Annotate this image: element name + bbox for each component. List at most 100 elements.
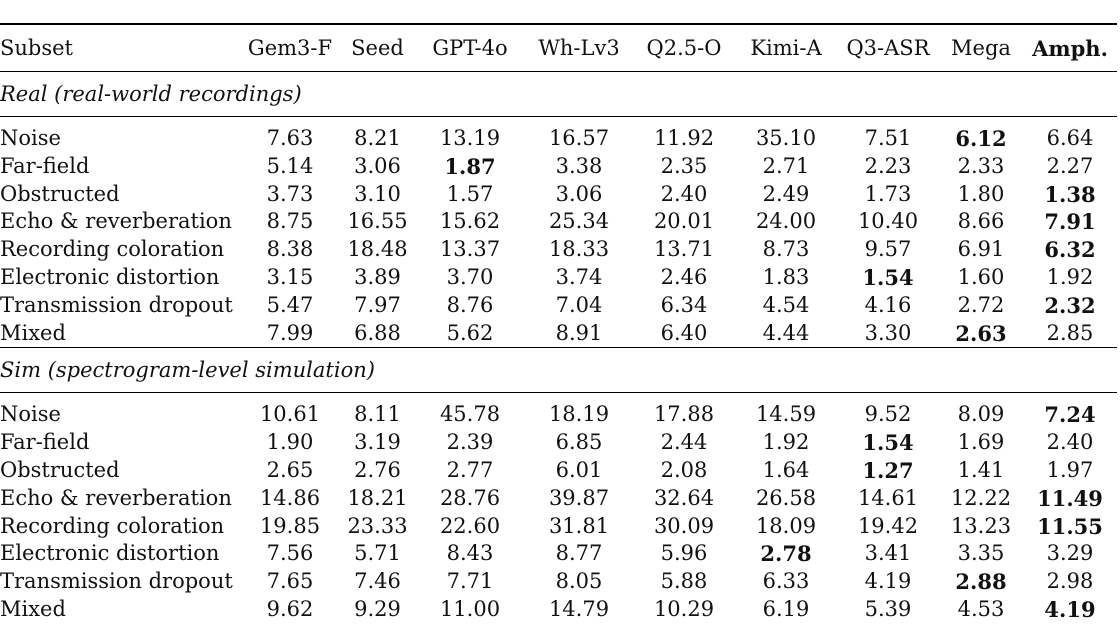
value-cell: 3.70 xyxy=(446,264,494,289)
value-cell: 5.14 xyxy=(266,153,314,178)
best-value-cell: 7.91 xyxy=(1044,209,1096,235)
value-cell: 7.99 xyxy=(266,320,314,345)
value-cell: 1.92 xyxy=(762,430,810,455)
value-cell: 7.65 xyxy=(266,569,314,594)
value-cell: 1.64 xyxy=(762,457,810,482)
value-cell: 2.85 xyxy=(1046,320,1094,345)
value-cell: 13.23 xyxy=(950,513,1012,538)
value-cell: 7.97 xyxy=(354,292,401,317)
value-cell: 7.56 xyxy=(266,541,314,566)
value-cell: 3.10 xyxy=(354,181,401,206)
value-cell: 10.40 xyxy=(857,209,919,234)
value-cell: 14.79 xyxy=(548,596,610,621)
value-cell: 8.43 xyxy=(446,541,494,566)
value-cell: 15.62 xyxy=(439,209,501,234)
value-cell: 2.40 xyxy=(1046,430,1094,455)
value-cell: 3.38 xyxy=(555,153,603,178)
row-label: Echo & reverberation xyxy=(0,485,232,510)
value-cell: 2.33 xyxy=(957,153,1005,178)
table-row: Far-field 5.14 3.06 1.87 3.38 2.35 2.71 2.23 2.3… xyxy=(0,153,1117,181)
value-cell: 4.19 xyxy=(864,569,912,594)
value-cell: 1.41 xyxy=(957,457,1005,482)
col-header-wh-lv3: Wh-Lv3 xyxy=(525,23,633,72)
value-cell: 35.10 xyxy=(755,126,817,150)
value-cell: 3.74 xyxy=(555,264,603,289)
value-cell: 9.62 xyxy=(266,596,314,621)
value-cell: 2.65 xyxy=(266,457,314,482)
col-header-subset: Subset xyxy=(0,23,240,72)
value-cell: 8.21 xyxy=(354,126,401,150)
value-cell: 8.76 xyxy=(446,292,494,317)
best-value-cell: 1.54 xyxy=(862,430,914,456)
value-cell: 2.49 xyxy=(762,181,810,206)
value-cell: 24.00 xyxy=(755,209,817,234)
row-label: Recording coloration xyxy=(0,237,225,262)
value-cell: 8.91 xyxy=(555,320,603,345)
col-header-amph: Amph. xyxy=(1023,23,1117,72)
best-value-cell: 4.19 xyxy=(1044,596,1096,622)
row-label: Echo & reverberation xyxy=(0,209,232,234)
value-cell: 13.37 xyxy=(439,237,501,262)
col-header-gem3-f: Gem3-F xyxy=(240,23,340,72)
best-value-cell: 1.38 xyxy=(1044,181,1096,207)
value-cell: 6.34 xyxy=(660,292,708,317)
value-cell: 2.72 xyxy=(957,292,1005,317)
value-cell: 32.64 xyxy=(653,485,715,510)
best-value-cell: 7.24 xyxy=(1044,402,1096,428)
value-cell: 25.34 xyxy=(548,209,610,234)
value-cell: 1.80 xyxy=(957,181,1005,206)
value-cell: 16.57 xyxy=(548,126,610,150)
value-cell: 3.41 xyxy=(864,541,912,566)
value-cell: 5.88 xyxy=(660,569,708,594)
value-cell: 8.75 xyxy=(266,209,314,234)
value-cell: 4.54 xyxy=(762,292,810,317)
value-cell: 22.60 xyxy=(439,513,501,538)
value-cell: 9.52 xyxy=(864,402,912,427)
value-cell: 45.78 xyxy=(439,402,501,427)
results-table-body: Subset Gem3-F Seed GPT-4o Wh-Lv3 Q2.5-O … xyxy=(0,23,1117,624)
value-cell: 5.62 xyxy=(446,320,494,345)
value-cell: 1.69 xyxy=(957,430,1005,455)
section-spacer xyxy=(0,393,1117,402)
value-cell: 18.21 xyxy=(347,485,408,510)
value-cell: 6.33 xyxy=(762,569,810,594)
value-cell: 23.33 xyxy=(347,513,408,538)
value-cell: 4.16 xyxy=(864,292,912,317)
col-header-q3-asr: Q3-ASR xyxy=(837,23,939,72)
value-cell: 8.09 xyxy=(957,402,1005,427)
value-cell: 2.71 xyxy=(762,153,810,178)
value-cell: 2.44 xyxy=(660,430,708,455)
table-row: Recording coloration 19.85 23.33 22.60 31.81… xyxy=(0,513,1117,541)
col-header-kimi-a: Kimi-A xyxy=(735,23,837,72)
value-cell: 9.57 xyxy=(864,237,912,262)
value-cell: 8.11 xyxy=(354,402,401,427)
value-cell: 18.33 xyxy=(548,237,610,262)
best-value-cell: 6.32 xyxy=(1044,237,1096,263)
section-spacer-cell xyxy=(0,393,1117,402)
value-cell: 3.35 xyxy=(957,541,1005,566)
section-header-row: Real (real-world recordings) xyxy=(0,71,1117,117)
value-cell: 3.19 xyxy=(354,430,401,455)
value-cell: 1.73 xyxy=(864,181,912,206)
value-cell: 5.71 xyxy=(354,541,401,566)
value-cell: 14.59 xyxy=(755,402,817,427)
value-cell: 10.29 xyxy=(653,596,715,621)
col-header-gpt-4o: GPT-4o xyxy=(415,23,525,72)
value-cell: 8.05 xyxy=(555,569,603,594)
value-cell: 14.61 xyxy=(857,485,919,510)
section-header-row: Sim (spectrogram-level simulation) xyxy=(0,347,1117,394)
header-row: Subset Gem3-F Seed GPT-4o Wh-Lv3 Q2.5-O … xyxy=(0,23,1117,72)
section-title: Sim (spectrogram-level simulation) xyxy=(0,347,1117,394)
value-cell: 11.92 xyxy=(653,126,715,150)
value-cell: 1.83 xyxy=(762,264,810,289)
value-cell: 3.30 xyxy=(864,320,912,345)
table-row: Electronic distortion 3.15 3.89 3.70 3.74 2.4… xyxy=(0,264,1117,292)
best-value-cell: 1.54 xyxy=(862,264,914,290)
value-cell: 6.01 xyxy=(555,457,603,482)
value-cell: 2.77 xyxy=(446,457,494,482)
value-cell: 1.92 xyxy=(1046,264,1094,289)
value-cell: 6.85 xyxy=(555,430,603,455)
best-value-cell: 2.32 xyxy=(1044,292,1096,318)
value-cell: 1.97 xyxy=(1046,457,1094,482)
value-cell: 1.60 xyxy=(957,264,1005,289)
